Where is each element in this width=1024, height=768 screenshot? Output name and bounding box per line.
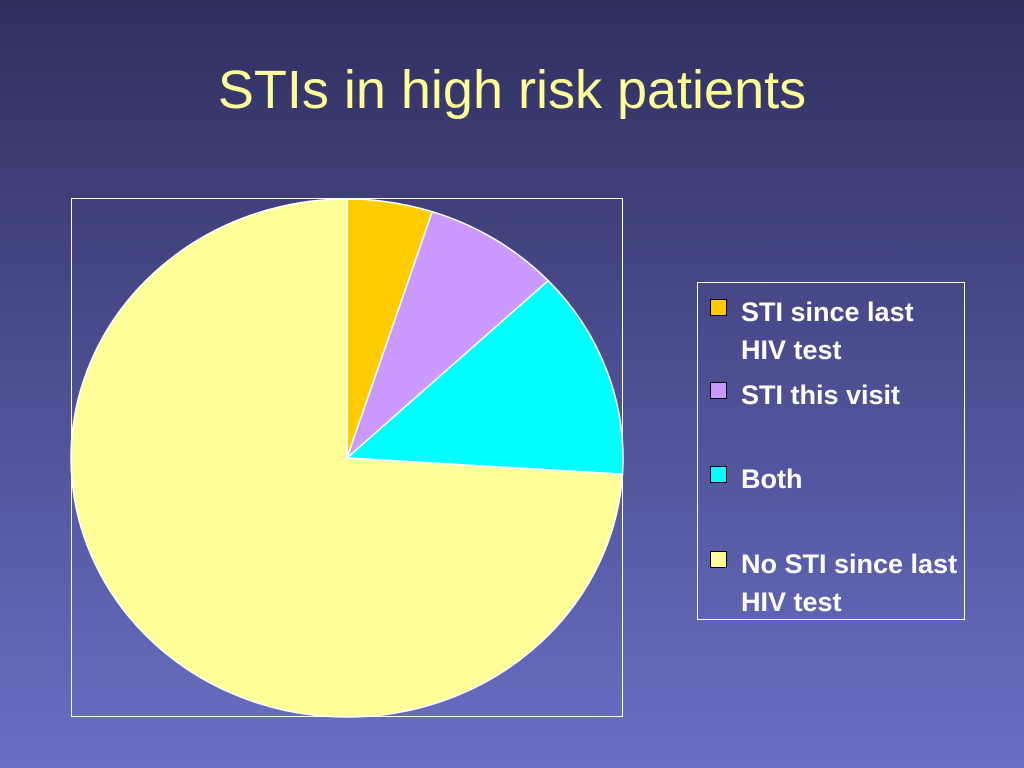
pie-slice-both	[345, 279, 624, 476]
chart-legend: STI since last HIV test STI this visit B…	[697, 282, 965, 620]
pie-slice-sti-this-visit	[345, 210, 550, 461]
legend-swatch	[710, 382, 727, 399]
legend-label: STI this visit	[741, 380, 901, 410]
pie-slice-no-sti-since-last-hiv-test	[70, 198, 624, 718]
legend-swatch	[710, 299, 727, 316]
legend-label: STI since last HIV test	[741, 297, 914, 365]
legend-label: Both	[741, 464, 803, 494]
legend-swatch	[710, 466, 727, 483]
legend-swatch	[710, 551, 727, 568]
legend-label: No STI since last HIV test	[741, 549, 958, 617]
slide-title: STIs in high risk patients	[217, 60, 807, 120]
